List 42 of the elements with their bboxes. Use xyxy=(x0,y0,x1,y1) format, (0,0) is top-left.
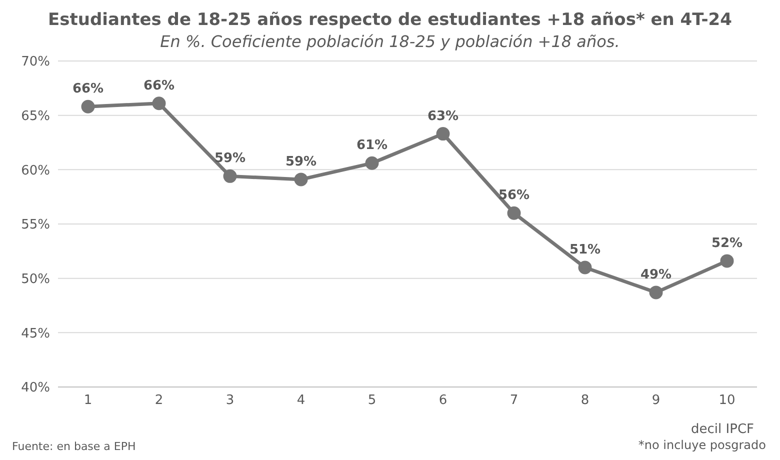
data-label: 59% xyxy=(214,151,246,166)
text: *no incluye posgrado xyxy=(638,438,766,452)
data-label: 56% xyxy=(498,188,530,204)
y-tick-label: 45% xyxy=(21,326,50,342)
x-tick-label: 7 xyxy=(510,393,518,408)
y-tick-label: 60% xyxy=(21,163,50,178)
point xyxy=(152,96,166,110)
data-label: 51% xyxy=(569,242,601,258)
point xyxy=(81,100,95,114)
chart-subtitle: En %. Coeficiente población 18-25 y población +18 años. xyxy=(159,32,621,51)
x-tick-label: 4 xyxy=(296,393,306,408)
x-tick-label: 3 xyxy=(226,393,234,408)
x-tick-label: 8 xyxy=(580,393,590,408)
point xyxy=(578,260,592,274)
data-label: 63% xyxy=(427,108,459,124)
x-tick-label: 9 xyxy=(652,393,660,408)
y-tick-label: 55% xyxy=(21,218,50,233)
data-label: 66% xyxy=(72,82,104,97)
x-tick-label: 1 xyxy=(84,393,92,408)
x-axis-title: decil IPCF xyxy=(691,422,754,437)
y-tick-label: 70% xyxy=(21,54,50,70)
point xyxy=(365,156,379,170)
point xyxy=(649,286,663,300)
data-label: 59% xyxy=(285,154,317,170)
point xyxy=(436,127,450,141)
data-label: 49% xyxy=(640,267,672,282)
point xyxy=(507,206,521,220)
y-tick-label: 40% xyxy=(21,380,50,396)
y-tick-label: 50% xyxy=(21,272,50,287)
source-note: Fuente: en base a EPH xyxy=(12,440,136,453)
x-tick-label: 2 xyxy=(154,393,164,408)
point xyxy=(294,172,308,186)
x-tick-label: 5 xyxy=(368,393,376,408)
y-tick-label: 65% xyxy=(21,108,50,124)
point xyxy=(720,254,734,268)
data-label: 61% xyxy=(356,138,388,154)
data-label: 66% xyxy=(143,78,175,94)
x-tick-label: 6 xyxy=(438,393,448,408)
point xyxy=(223,169,237,183)
data-label: 52% xyxy=(711,236,743,251)
chart-title: Estudiantes de 18-25 años respecto de estudiantes +18 años* en 4T-24 xyxy=(47,9,733,30)
x-tick-label: 10 xyxy=(718,393,736,408)
